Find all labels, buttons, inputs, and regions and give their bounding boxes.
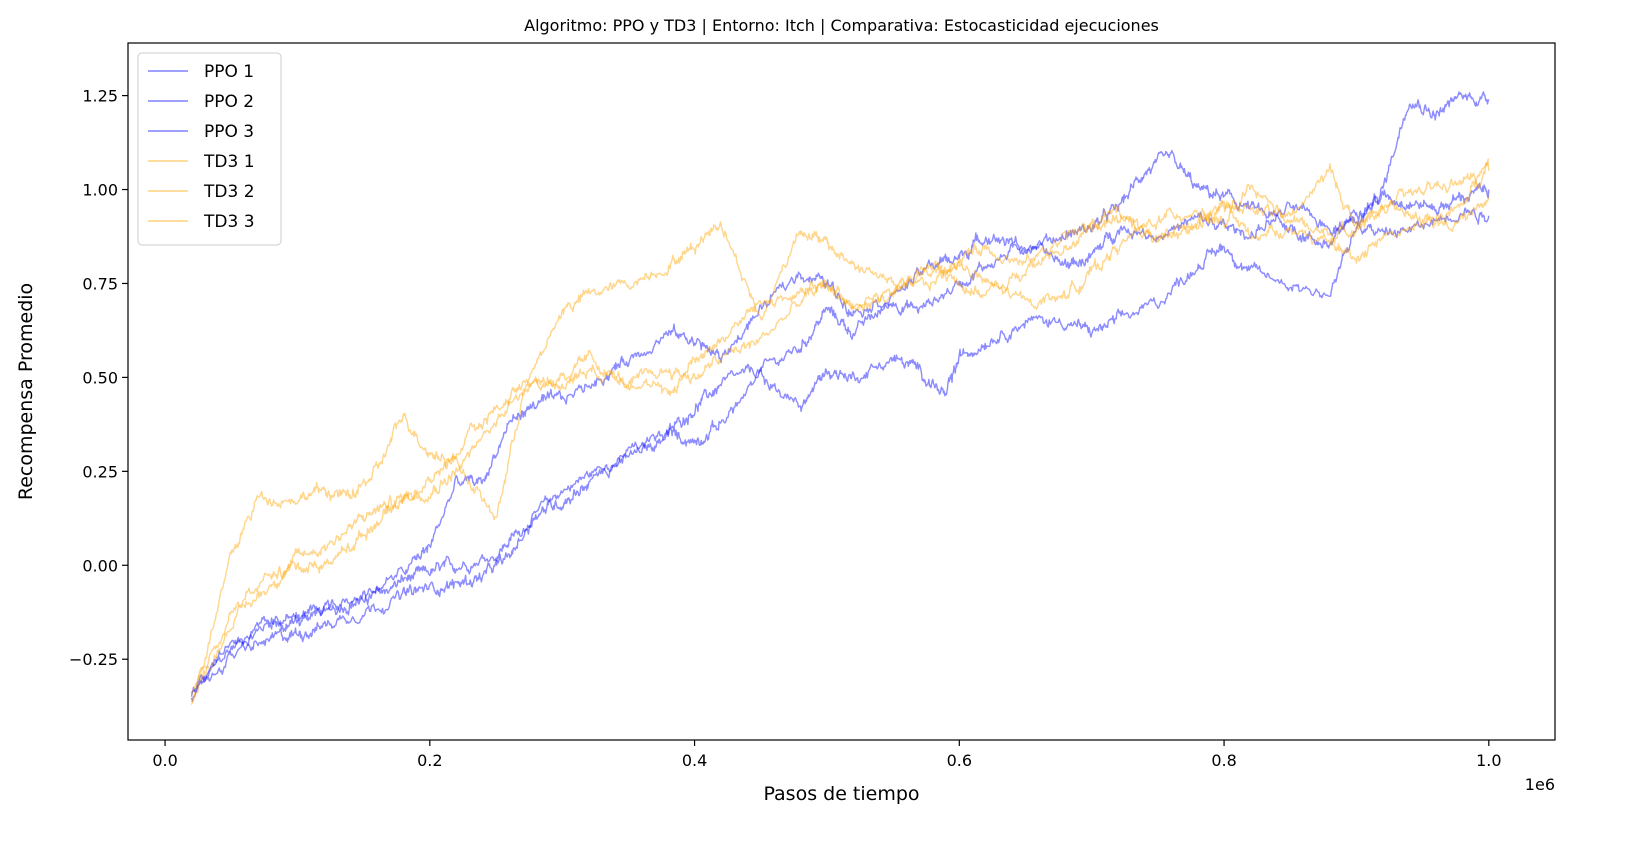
chart-title: Algoritmo: PPO y TD3 | Entorno: Itch | C… [524,16,1159,35]
y-tick-label: 1.00 [82,181,118,200]
x-axis: 0.0 0.2 0.4 0.6 0.8 1.0 [152,740,1502,770]
y-tick-label: 0.50 [82,368,118,387]
series-line-td3-1 [190,161,1490,705]
axes-frame [127,42,1556,741]
plot-area [127,42,1556,741]
legend-label: PPO 1 [204,62,254,82]
x-tick-label: 0.8 [1211,751,1236,770]
legend-label: PPO 2 [204,92,254,112]
series-line-td3-2 [190,196,1490,696]
legend-label: TD3 1 [203,152,255,172]
y-tick-label: 1.25 [82,87,118,106]
x-axis-label: Pasos de tiempo [763,783,919,805]
series-line-ppo-3 [190,201,1490,694]
y-tick-label: 0.25 [82,462,118,481]
x-tick-label: 1.0 [1476,751,1501,770]
legend-label: PPO 3 [204,122,254,142]
legend: PPO 1 PPO 2 PPO 3 TD3 1 TD3 2 TD3 3 [137,52,282,246]
series-line-ppo-1 [190,149,1490,697]
legend-label: TD3 3 [203,212,255,232]
y-tick-label: −0.25 [69,650,118,669]
x-tick-label: 0.2 [417,751,442,770]
legend-label: TD3 2 [203,182,255,202]
series-layer [190,91,1490,705]
x-tick-label: 0.6 [947,751,972,770]
y-tick-label: 0.00 [82,556,118,575]
series-line-td3-3 [191,158,1490,703]
y-tick-label: 0.75 [82,274,118,293]
x-tick-label: 0.0 [152,751,177,770]
y-axis: −0.25 0.00 0.25 0.50 0.75 1.00 1.25 [69,87,128,669]
x-offset-label: 1e6 [1525,775,1555,794]
y-axis-label: Recompensa Promedio [15,283,37,500]
x-tick-label: 0.4 [682,751,707,770]
series-line-ppo-2 [190,91,1490,703]
